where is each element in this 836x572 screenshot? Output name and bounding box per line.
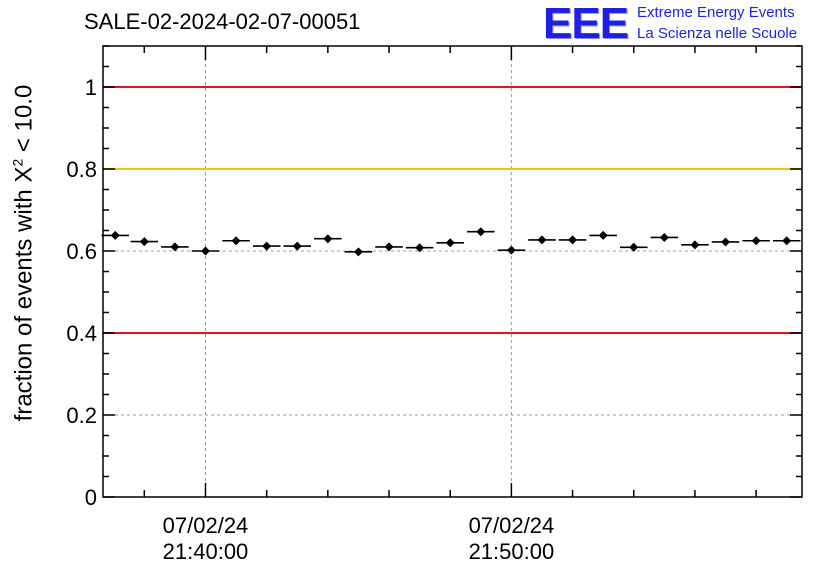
data-point (110, 230, 120, 240)
data-point (537, 235, 547, 245)
y-tick-label: 0.8 (66, 157, 97, 182)
x-tick-label-date: 07/02/24 (469, 513, 555, 538)
y-axis-label: fraction of events with X2 < 10.0 (10, 85, 39, 422)
data-point (751, 236, 761, 246)
data-point (568, 235, 578, 245)
data-point (384, 242, 394, 252)
y-axis-label-suffix: < 10.0 (10, 84, 38, 159)
plot-frame (102, 45, 803, 498)
y-axis-label-sup: 2 (9, 158, 26, 167)
x-tick-label-time: 21:40:00 (163, 539, 249, 564)
data-point (292, 241, 302, 251)
y-tick-label: 0 (85, 485, 97, 510)
data-point (200, 246, 210, 256)
eee-logo-mark: EEE (543, 0, 629, 48)
x-tick-label-time: 21:50:00 (469, 539, 555, 564)
data-point (782, 236, 792, 246)
eee-logo: EEE Extreme Energy Events La Scienza nel… (543, 2, 833, 46)
data-point (353, 247, 363, 257)
data-point (506, 245, 516, 255)
data-point (323, 234, 333, 244)
data-point (659, 232, 669, 242)
y-axis-label-prefix: fraction of events with X (10, 166, 38, 422)
x-tick-label-date: 07/02/24 (163, 513, 249, 538)
data-point (598, 230, 608, 240)
data-point (170, 242, 180, 252)
logo-text-line1: Extreme Energy Events (637, 4, 795, 21)
data-point (415, 243, 425, 253)
y-tick-label: 0.6 (66, 239, 97, 264)
data-point (690, 240, 700, 250)
data-point (262, 241, 272, 251)
data-point (139, 237, 149, 247)
data-point (721, 237, 731, 247)
y-tick-label: 0.2 (66, 403, 97, 428)
data-point (231, 236, 241, 246)
chart-title: SALE-02-2024-02-07-00051 (84, 9, 361, 34)
logo-text-line2: La Scienza nelle Scuole (637, 25, 798, 42)
data-point (476, 227, 486, 237)
data-point (629, 242, 639, 252)
data-point (445, 238, 455, 248)
y-tick-label: 1 (85, 75, 97, 100)
y-tick-label: 0.4 (66, 321, 97, 346)
